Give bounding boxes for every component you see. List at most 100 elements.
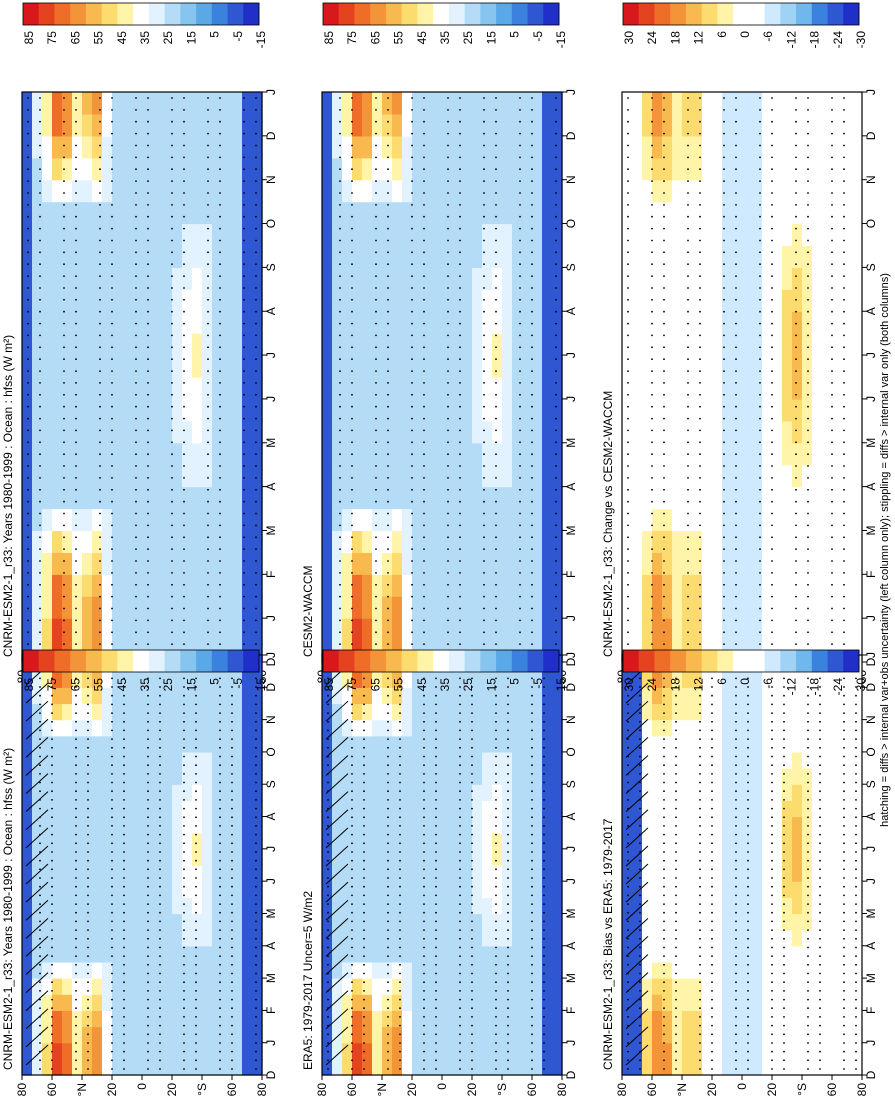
heat-cell (42, 355, 53, 378)
heat-cell (192, 333, 203, 356)
heat-cell (72, 464, 83, 488)
heat-cell (122, 897, 133, 915)
heat-cell (672, 223, 683, 247)
heat-cell (552, 92, 563, 115)
stipple-dot (387, 275, 389, 277)
stipple-dot (723, 382, 725, 384)
heat-cell (362, 135, 373, 159)
stipple-dot (627, 370, 629, 372)
stipple-dot (555, 465, 557, 467)
stipple-dot (795, 643, 797, 645)
heat-cell (252, 618, 263, 641)
stipple-dot (555, 156, 557, 159)
heat-cell (202, 135, 213, 159)
stipple-dot (375, 287, 377, 289)
stipple-dot (459, 310, 461, 313)
stipple-dot (375, 97, 377, 99)
stipple-dot (135, 144, 137, 147)
stipple-dot (699, 120, 701, 123)
heat-cell (252, 735, 263, 753)
stipple-dot (39, 583, 41, 586)
heat-cell (132, 113, 143, 137)
heat-cell (542, 223, 553, 247)
heat-cell (722, 289, 733, 312)
heat-cell (762, 289, 773, 312)
heat-cell (182, 961, 193, 979)
heat-cell (472, 574, 483, 597)
stipple-dot (627, 536, 629, 539)
stipple-dot (555, 453, 557, 456)
heat-cell (512, 157, 523, 181)
stipple-dot (411, 227, 413, 230)
stipple-dot (423, 215, 425, 218)
stipple-dot (459, 109, 461, 111)
stipple-dot (723, 322, 725, 325)
heat-cell (452, 618, 463, 641)
stipple-dot (531, 298, 533, 301)
heat-cell (232, 245, 243, 268)
stipple-dot (411, 334, 413, 337)
heat-cell (852, 267, 863, 290)
stipple-dot (759, 275, 761, 277)
stipple-dot (87, 851, 89, 853)
heat-cell (652, 486, 663, 510)
stipple-dot (495, 572, 497, 574)
stipple-dot (663, 607, 665, 610)
stipple-dot (687, 548, 689, 550)
stipple-dot (75, 903, 77, 905)
heat-cell (62, 245, 73, 268)
stipple-dot (51, 807, 53, 810)
heat-cell (542, 464, 553, 488)
heat-cell (412, 377, 423, 400)
heat-cell (652, 355, 663, 378)
heat-cell (702, 289, 713, 312)
stipple-dot (147, 955, 149, 957)
heat-cell (682, 113, 693, 137)
stipple-dot (387, 239, 389, 242)
stipple-dot (39, 937, 41, 940)
heat-cell (212, 311, 223, 334)
stipple-dot (807, 548, 809, 550)
stipple-dot (387, 144, 389, 147)
stipple-dot (123, 790, 125, 793)
heat-cell (252, 687, 263, 705)
stipple-dot (147, 998, 149, 1001)
heat-cell (662, 596, 673, 619)
stipple-dot (75, 322, 77, 325)
heat-cell (22, 671, 33, 688)
heat-cell (452, 398, 463, 422)
stipple-dot (771, 512, 773, 515)
heat-cell (232, 832, 243, 850)
heat-cell (122, 800, 133, 818)
heat-cell (22, 994, 33, 1011)
heat-cell (852, 157, 863, 181)
heat-cell (732, 420, 743, 444)
heat-cell (702, 552, 713, 575)
heat-cell (92, 92, 103, 115)
stipple-dot (375, 334, 377, 337)
stipple-dot (699, 477, 701, 479)
stipple-dot (459, 204, 461, 206)
heat-cell (212, 929, 223, 947)
heat-cell (392, 333, 403, 356)
heat-cell (662, 201, 673, 225)
heat-cell (112, 994, 123, 1011)
stipple-dot (219, 227, 221, 230)
heat-cell (82, 816, 93, 834)
heat-cell (502, 311, 513, 334)
stipple-dot (495, 263, 497, 266)
heat-cell (542, 596, 553, 619)
stipple-dot (147, 370, 149, 372)
stipple-dot (375, 643, 377, 645)
stipple-dot (447, 322, 449, 325)
heat-cell (452, 442, 463, 466)
stipple-dot (519, 263, 521, 266)
heat-cell (112, 735, 123, 753)
heat-cell (132, 703, 143, 721)
heat-cell (452, 92, 463, 115)
heat-cell (232, 530, 243, 553)
heat-cell (342, 311, 353, 334)
stipple-dot (339, 322, 341, 325)
heat-cell (232, 719, 243, 737)
stipple-dot (111, 755, 113, 758)
